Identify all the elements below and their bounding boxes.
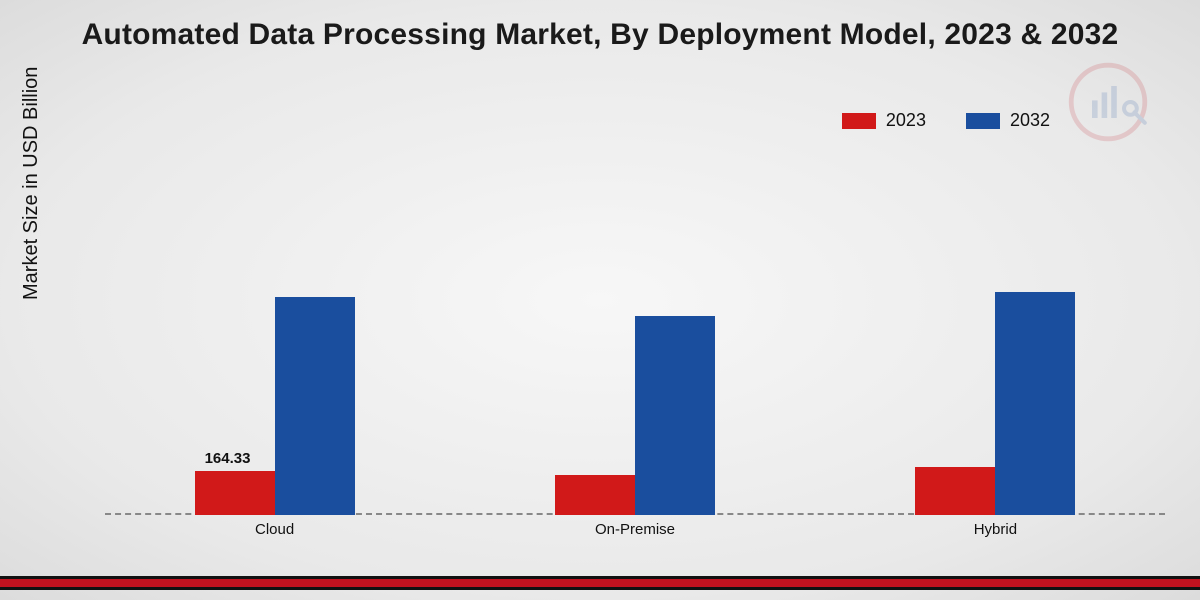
y-axis-label: Market Size in USD Billion — [20, 67, 43, 300]
bar-onpremise-2032 — [635, 316, 715, 515]
bar-hybrid-2023 — [915, 467, 995, 515]
legend-label-2023: 2023 — [886, 110, 926, 131]
legend-item-2023: 2023 — [842, 110, 926, 131]
bar-hybrid-2032 — [995, 292, 1075, 515]
legend-swatch-2032 — [966, 113, 1000, 129]
category-label-onpremise: On-Premise — [555, 521, 715, 538]
strip-line-bot — [0, 587, 1200, 590]
category-label-cloud: Cloud — [195, 521, 355, 538]
bar-group-hybrid: Hybrid — [915, 165, 1075, 515]
bar-group-cloud: 164.33 Cloud — [195, 165, 355, 515]
bar-cloud-2032 — [275, 297, 355, 515]
plot-area: 164.33 Cloud On-Premise Hybrid — [105, 165, 1165, 515]
page-root: Automated Data Processing Market, By Dep… — [0, 0, 1200, 600]
watermark-icon — [1068, 62, 1148, 142]
bar-onpremise-2023 — [555, 475, 635, 515]
legend-label-2032: 2032 — [1010, 110, 1050, 131]
chart-title: Automated Data Processing Market, By Dep… — [0, 18, 1200, 52]
category-label-hybrid: Hybrid — [915, 521, 1075, 538]
legend: 2023 2032 — [842, 110, 1050, 131]
bar-cloud-2023 — [195, 471, 275, 515]
legend-swatch-2023 — [842, 113, 876, 129]
strip-line-mid — [0, 579, 1200, 587]
legend-item-2032: 2032 — [966, 110, 1050, 131]
bottom-accent-strip — [0, 576, 1200, 590]
bar-group-onpremise: On-Premise — [555, 165, 715, 515]
bar-label-cloud-2023: 164.33 — [205, 450, 251, 467]
